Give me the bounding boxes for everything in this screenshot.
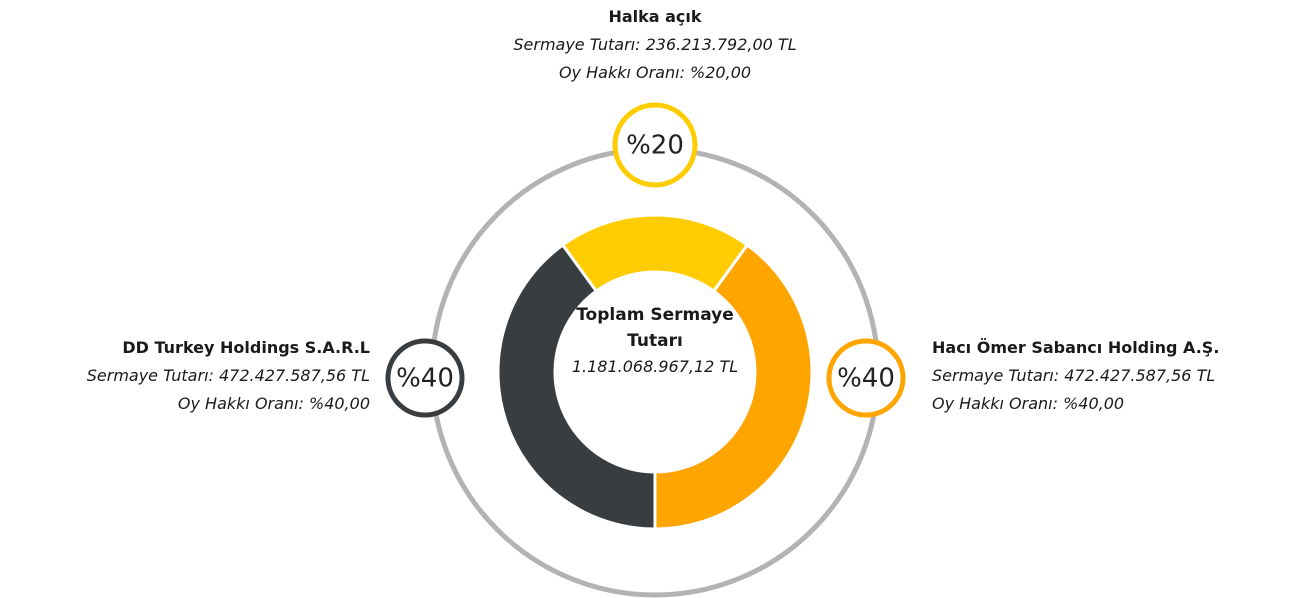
value-label: %40 bbox=[837, 364, 895, 394]
value-badge bbox=[385, 338, 465, 418]
category-name: Halka açık bbox=[608, 7, 702, 26]
category-label: DD Turkey Holdings S.A.R.L Sermaye Tutarı… bbox=[0, 334, 370, 418]
center-title: Toplam Sermaye Tutarı bbox=[576, 305, 734, 351]
donut-segment bbox=[653, 242, 814, 531]
center-value: 1.181.068.967,12 TL bbox=[571, 357, 739, 376]
category-detail: Sermaye Tutarı: 472.427.587,56 TL bbox=[932, 366, 1216, 385]
category-label: Hacı Ömer Sabancı Holding A.Ş. Sermaye Tu… bbox=[932, 334, 1302, 418]
donut-segment bbox=[496, 242, 657, 531]
center-label: Toplam Sermaye Tutarı 1.181.068.967,12 T… bbox=[565, 302, 745, 380]
category-name: Hacı Ömer Sabancı Holding A.Ş. bbox=[932, 338, 1220, 357]
category-detail: Oy Hakkı Oranı: %40,00 bbox=[177, 394, 370, 413]
category-name: DD Turkey Holdings S.A.R.L bbox=[122, 338, 370, 357]
value-label: %40 bbox=[396, 364, 454, 394]
value-badge bbox=[826, 338, 906, 418]
donut-segment bbox=[560, 213, 750, 294]
value-label: %20 bbox=[626, 131, 684, 161]
category-detail: Oy Hakkı Oranı: %40,00 bbox=[932, 394, 1125, 413]
category-detail: Sermaye Tutarı: 236.213.792,00 TL bbox=[513, 35, 797, 54]
category-detail: Oy Hakkı Oranı: %20,00 bbox=[558, 63, 752, 82]
category-detail: Sermaye Tutarı: 472.427.587,56 TL bbox=[86, 366, 370, 385]
category-label: Halka açık Sermaye Tutarı: 236.213.792,00… bbox=[455, 3, 855, 87]
value-badge bbox=[612, 102, 698, 188]
